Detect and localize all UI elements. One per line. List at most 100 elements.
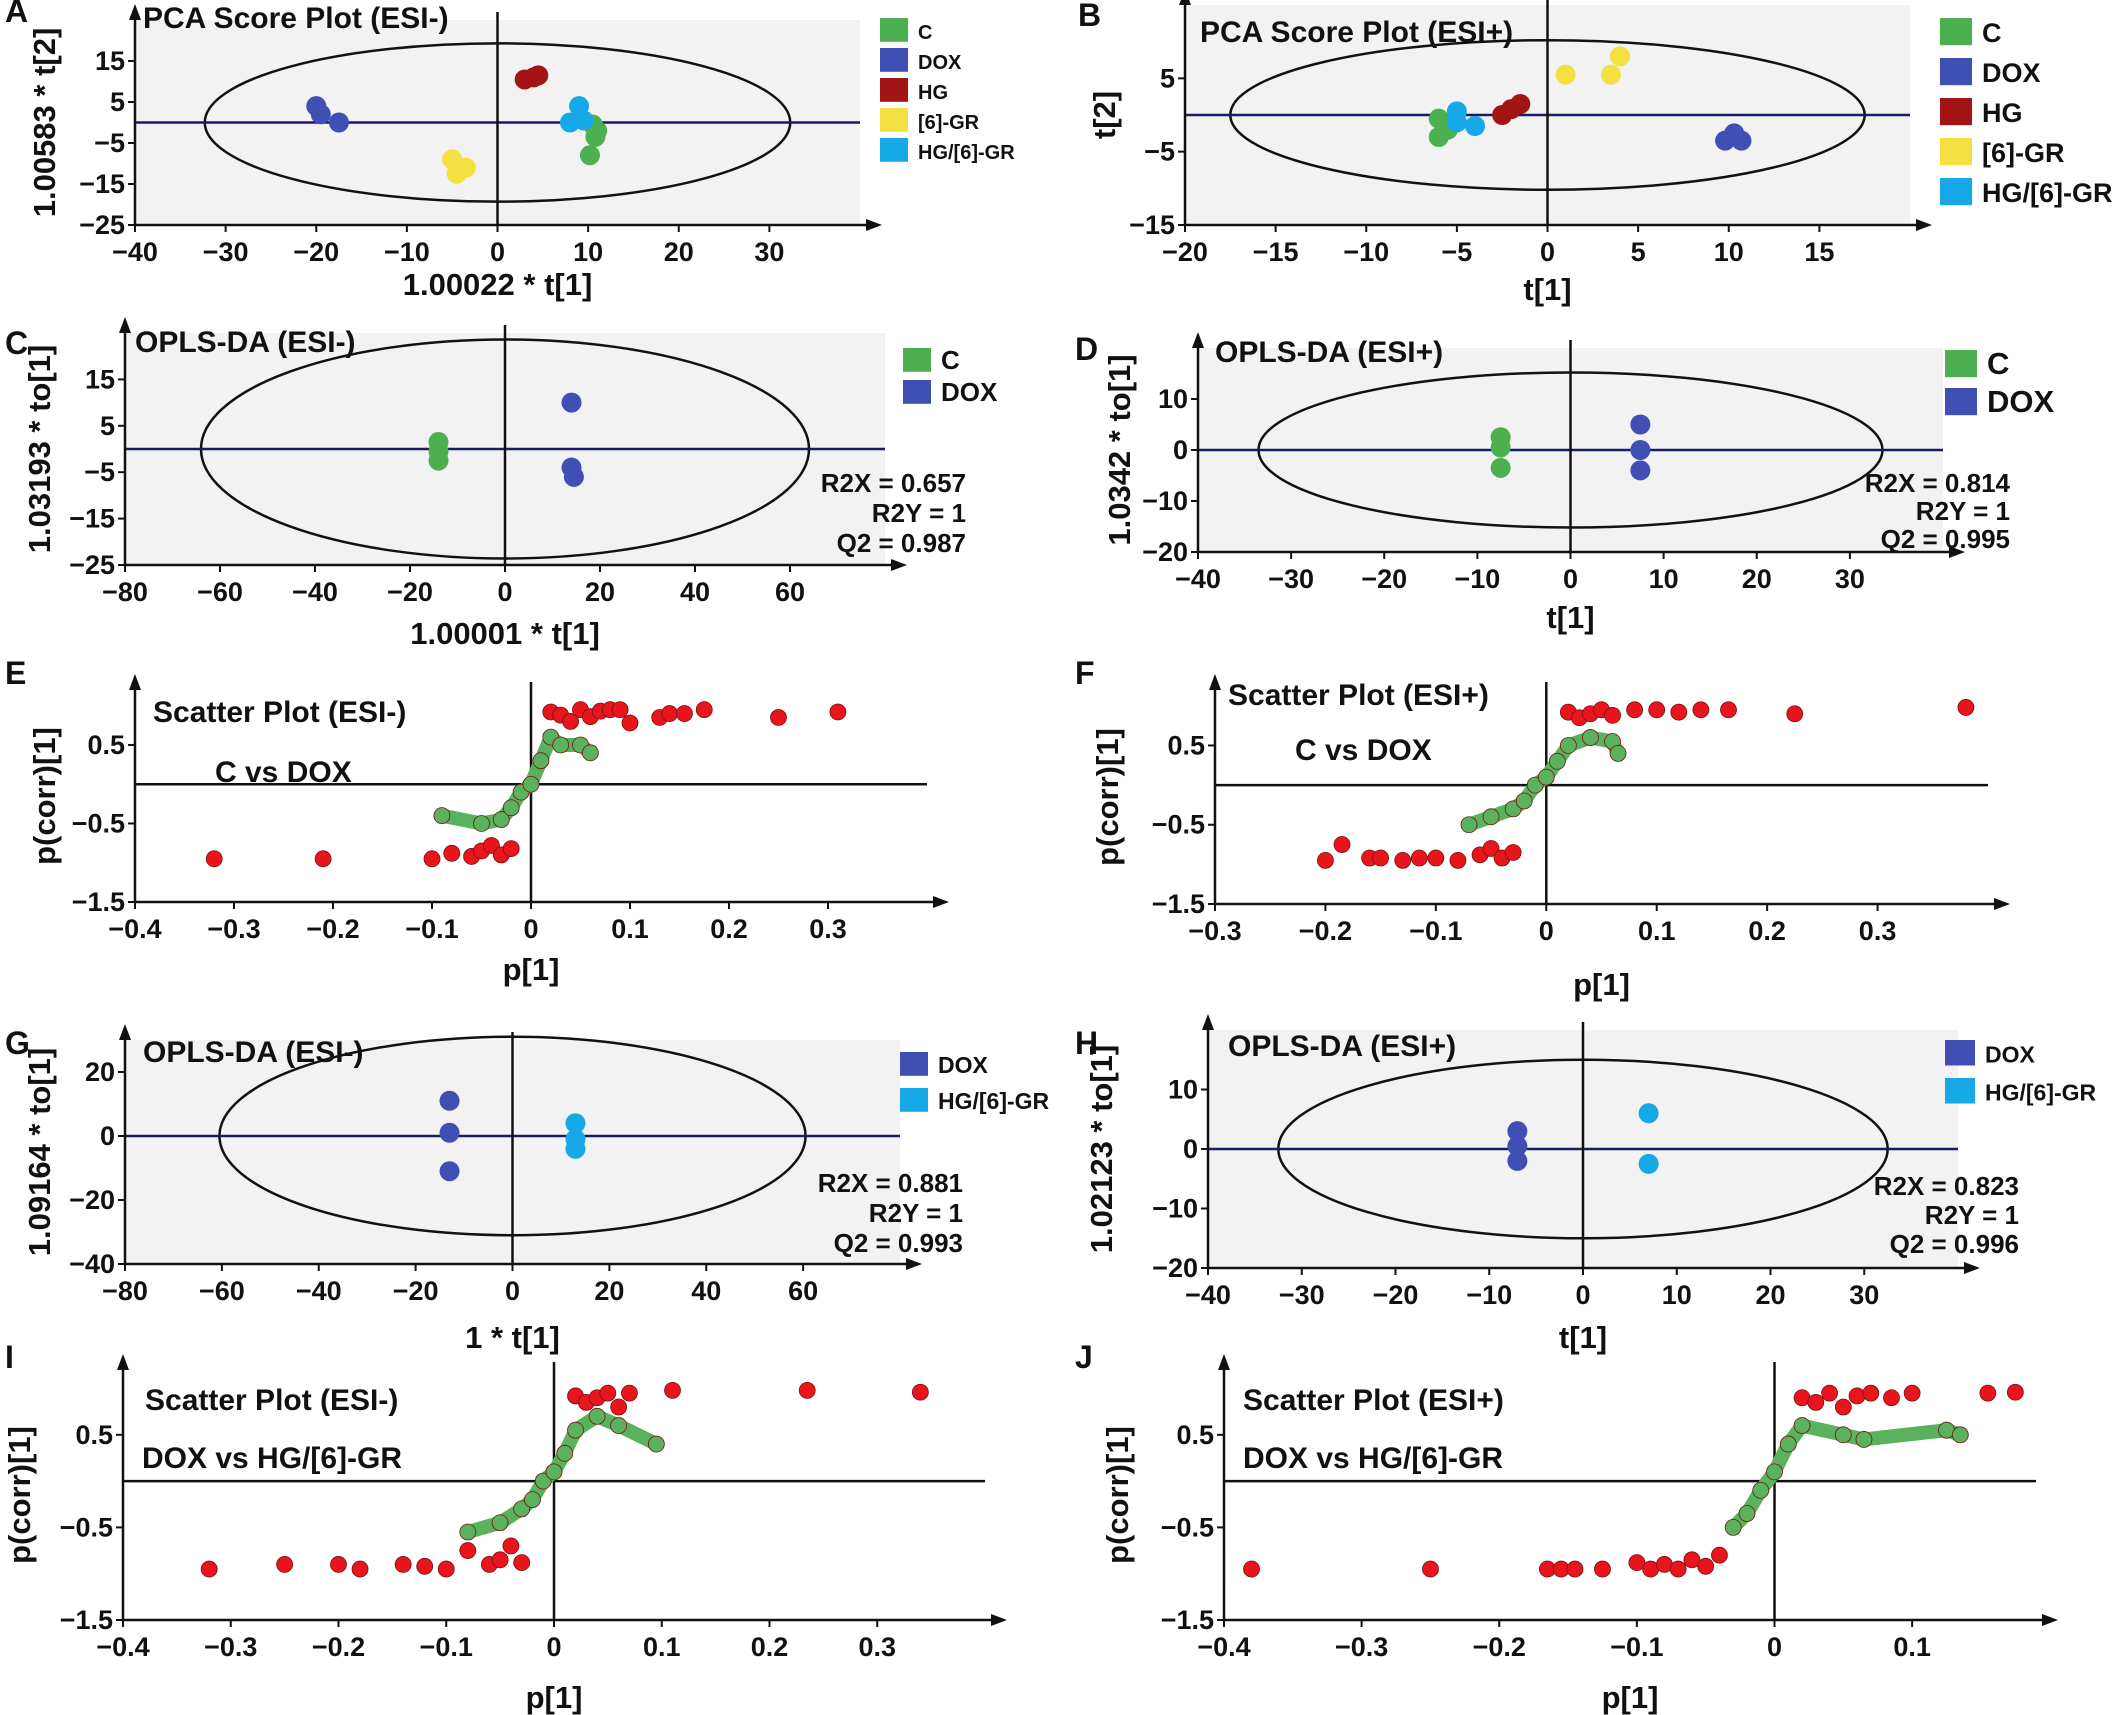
y-axis-arrow [119,1024,131,1040]
y-tick-label: −10 [1142,486,1188,516]
y-tick-label: 0.5 [1167,730,1205,760]
y-axis-arrow [1209,674,1221,690]
data-point-hg-6-gr [573,110,594,131]
data-point-nonsignificant [492,811,510,828]
data-point-dox [1630,460,1651,481]
data-point-significant [1628,1554,1646,1571]
x-tick-label: −10 [1343,237,1389,267]
x-tick-label: −10 [1466,1280,1512,1310]
x-tick-label: −20 [387,577,433,607]
data-point-hg [1510,94,1531,114]
y-axis-label: t[2] [1087,91,1122,139]
data-point-dox [1507,1136,1528,1157]
data-point-significant [676,705,693,722]
x-tick-label: −20 [1373,1280,1419,1310]
model-statistic: R2X = 0.823 [1874,1171,2019,1201]
data-point-significant [394,1556,412,1573]
x-tick-label: 0.1 [1893,1632,1931,1662]
y-axis-label: 1.09164 * to[1] [22,1048,57,1257]
data-point-significant [611,701,629,719]
data-point-significant [423,850,441,868]
data-point-significant [437,1560,455,1578]
data-point-significant [1862,1384,1880,1402]
y-tick-label: −40 [69,1249,115,1279]
comparison-annotation: C vs DOX [1295,734,1432,767]
chart-title: OPLS-DA (ESI+) [1215,336,1443,369]
data-point-significant [443,844,461,862]
x-tick-label: 0 [490,237,505,267]
x-tick-label: −0.4 [108,914,161,944]
data-point-significant [664,1381,681,1399]
y-axis-arrow [119,317,131,333]
x-tick-label: −20 [293,237,339,267]
y-tick-label: 0.5 [87,730,125,760]
y-tick-label: −15 [79,169,125,199]
y-axis-arrow [117,1354,129,1370]
y-tick-label: −1.5 [1161,1605,1214,1635]
x-tick-label: 0 [1563,564,1578,594]
data-point-hg-6-gr [1638,1153,1659,1174]
y-axis-label: p(corr)[1] [1090,728,1125,866]
y-tick-label: −25 [79,210,125,240]
panel-h: −40 −30 −20 −10 0 10 20 30 10 0 −10 −20 t[1] 1.02123 … [1075,1014,2097,1355]
y-axis-arrow [129,4,141,20]
data-point-significant [1903,1384,1921,1402]
nonsignificant-cloud [1726,1418,1968,1535]
data-point-nonsignificant [647,1435,665,1453]
y-tick-label: −0.5 [60,1512,113,1542]
panel-label: H [1075,1025,1098,1061]
x-tick-label: −0.3 [1335,1632,1388,1662]
y-tick-label: −0.5 [1152,810,1205,840]
y-tick-label: −1.5 [60,1605,113,1635]
data-point-significant [1957,699,1975,716]
legend-swatch [880,108,908,132]
data-point-significant [200,1560,218,1578]
x-tick-label: −80 [102,577,148,607]
data-point-significant [621,1384,638,1402]
data-point-significant [599,1384,617,1402]
y-tick-label: −20 [69,1185,115,1215]
x-axis-label: p[1] [526,1680,583,1715]
comparison-annotation: C vs DOX [215,756,352,789]
y-tick-label: 0 [100,1121,115,1151]
data-point-significant [770,709,787,726]
x-tick-label: 0.1 [1638,916,1676,946]
chart-title: Scatter Plot (ESI-) [153,696,406,729]
legend-swatch [1940,18,1972,46]
data-point-nonsignificant [556,1444,574,1462]
panel-i: −0.4 −0.3 −0.2 −0.1 0 0.1 0.2 0.3 0.5 −0.5 −1.5 p[1… [2,1339,1007,1715]
data-point-nonsignificant [1766,1463,1783,1481]
chart-title: PCA Score Plot (ESI+) [1200,16,1513,49]
y-axis-arrow [129,674,141,690]
x-tick-label: −10 [384,237,430,267]
y-tick-label: −15 [1129,210,1175,240]
data-point-significant [276,1556,294,1573]
y-tick-label: −0.5 [72,808,125,838]
data-point-significant [459,1542,477,1559]
data-point-hg-6-gr [565,1138,586,1159]
x-tick-label: −10 [1454,564,1500,594]
legend-label: HG/[6]-GR [938,1088,1050,1114]
data-point-significant [502,1537,520,1555]
y-axis-label: 1.02123 * to[1] [1084,1045,1119,1254]
data-point--6-gr [1600,64,1621,85]
data-point-significant [1333,836,1351,853]
model-statistic: R2Y = 1 [1916,496,2010,526]
x-tick-label: −0.1 [405,914,458,944]
data-point-significant [416,1557,434,1575]
model-statistic: Q2 = 0.996 [1890,1229,2019,1259]
x-tick-label: 0 [1575,1280,1590,1310]
x-tick-label: −20 [1162,237,1208,267]
x-tick-label: −0.3 [204,1632,257,1662]
y-tick-label: 0 [1173,435,1188,465]
data-point-dox [561,392,582,413]
y-tick-label: 0 [1183,1134,1198,1164]
y-tick-label: −20 [1142,537,1188,567]
y-tick-label: 5 [110,87,125,117]
x-tick-label: 0.2 [1748,916,1786,946]
x-tick-label: −0.4 [1197,1632,1250,1662]
panel-label: B [1078,0,1101,33]
data-point-significant [1566,1560,1584,1578]
legend-swatch [1945,1078,1975,1104]
legend-label: DOX [918,52,962,74]
